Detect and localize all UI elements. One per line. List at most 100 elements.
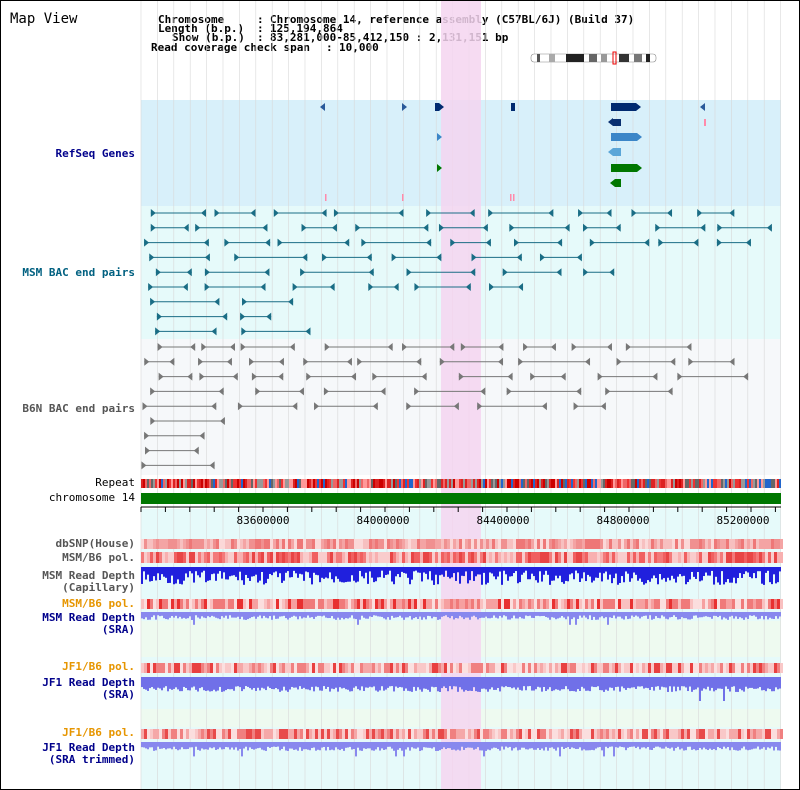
heat-cell: [366, 663, 369, 673]
repeat-segment: [183, 479, 185, 488]
heat-cell: [666, 599, 669, 609]
depth-bar: [471, 612, 473, 617]
heat-cell: [498, 552, 501, 563]
depth-bar: [235, 612, 237, 618]
depth-bar: [337, 677, 339, 692]
depth-bar: [215, 742, 217, 750]
depth-bar: [507, 742, 509, 748]
heat-cell: [693, 729, 696, 739]
repeat-segment: [147, 479, 149, 488]
heat-cell: [453, 599, 456, 609]
heat-cell: [603, 599, 606, 609]
heat-cell: [684, 663, 687, 673]
depth-bar: [421, 567, 423, 582]
depth-bar: [153, 742, 155, 751]
repeat-segment: [349, 479, 351, 488]
depth-bar: [677, 742, 679, 747]
heat-cell: [735, 539, 738, 549]
track-label-chromosome: chromosome 14: [48, 491, 135, 504]
heat-cell: [741, 663, 744, 673]
heat-cell: [555, 729, 558, 739]
gene-arrow: [677, 372, 683, 381]
depth-bar: [209, 677, 211, 692]
heat-cell: [537, 539, 540, 549]
depth-bar: [439, 742, 441, 751]
gene-arrow: [667, 387, 673, 396]
heat-cell: [231, 729, 234, 739]
depth-bar: [563, 677, 565, 690]
heat-cell: [252, 539, 255, 549]
depth-bar: [403, 567, 405, 573]
depth-bar: [527, 742, 529, 750]
heat-cell: [321, 539, 324, 549]
depth-bar: [707, 612, 709, 617]
heat-cell: [282, 663, 285, 673]
depth-bar: [533, 677, 535, 691]
depth-bar: [525, 612, 527, 616]
heat-cell: [618, 663, 621, 673]
depth-bar: [577, 612, 579, 619]
depth-bar: [547, 677, 549, 690]
heat-cell: [549, 729, 552, 739]
heat-cell: [423, 663, 426, 673]
heat-cell: [627, 552, 630, 563]
heat-cell: [426, 552, 429, 563]
depth-bar: [301, 612, 303, 619]
depth-bar: [379, 612, 381, 617]
heat-cell: [516, 599, 519, 609]
heat-cell: [657, 552, 660, 563]
gene-arrow: [209, 461, 215, 470]
depth-bar: [623, 677, 625, 689]
gene-arrow: [498, 343, 504, 351]
depth-bar: [323, 677, 325, 687]
depth-bar: [637, 567, 639, 581]
repeat-segment: [661, 479, 663, 488]
depth-bar: [625, 567, 627, 572]
gene-arrow: [437, 133, 442, 141]
heat-cell: [675, 729, 678, 739]
heat-cell: [222, 729, 225, 739]
depth-bar: [739, 567, 741, 574]
depth-bar: [257, 742, 259, 749]
heat-cell: [720, 599, 723, 609]
repeat-segment: [315, 479, 317, 488]
heat-cell: [672, 729, 675, 739]
depth-bar: [551, 567, 553, 581]
gene-arrow: [199, 431, 205, 440]
depth-bar: [747, 567, 749, 573]
gene-arrow: [211, 327, 217, 336]
depth-bar: [707, 677, 709, 687]
gene-arrow: [482, 223, 488, 232]
repeat-segment: [313, 479, 315, 488]
heat-cell: [153, 599, 156, 609]
heat-cell: [237, 729, 240, 739]
depth-bar: [423, 567, 425, 573]
depth-bar: [649, 742, 651, 750]
heat-cell: [621, 552, 624, 563]
heat-cell: [498, 729, 501, 739]
coverage-label: Read coverage check span: [151, 41, 310, 54]
depth-bar: [597, 567, 599, 578]
heat-cell: [492, 539, 495, 549]
gene-arrow: [530, 372, 536, 381]
depth-bar: [301, 677, 303, 689]
depth-bar: [521, 612, 523, 619]
depth-bar: [313, 612, 315, 619]
depth-bar: [659, 612, 661, 619]
heat-cell: [606, 539, 609, 549]
heat-cell: [390, 729, 393, 739]
heat-cell: [564, 663, 567, 673]
depth-bar: [561, 567, 563, 583]
depth-bar: [641, 742, 643, 748]
repeat-segment: [141, 479, 143, 488]
depth-bar: [609, 742, 611, 747]
depth-bar: [319, 567, 321, 583]
repeat-segment: [601, 479, 603, 488]
heat-cell: [252, 599, 255, 609]
gene-arrow: [372, 372, 378, 381]
gene-arrow: [578, 209, 584, 217]
gene-arrow: [606, 343, 612, 351]
heat-cell: [243, 729, 246, 739]
heat-cell: [741, 539, 744, 549]
